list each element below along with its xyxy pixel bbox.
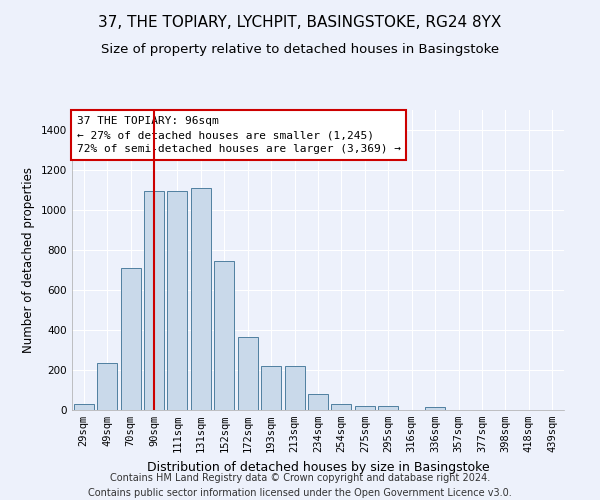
- Bar: [121, 268, 140, 410]
- Bar: [191, 188, 211, 410]
- Bar: [379, 406, 398, 410]
- Text: Size of property relative to detached houses in Basingstoke: Size of property relative to detached ho…: [101, 42, 499, 56]
- Bar: [144, 191, 164, 410]
- Bar: [74, 404, 94, 410]
- Bar: [167, 191, 187, 410]
- Bar: [97, 363, 117, 410]
- Bar: [308, 394, 328, 410]
- Bar: [214, 261, 234, 410]
- X-axis label: Distribution of detached houses by size in Basingstoke: Distribution of detached houses by size …: [146, 460, 490, 473]
- Bar: [331, 404, 352, 410]
- Text: 37, THE TOPIARY, LYCHPIT, BASINGSTOKE, RG24 8YX: 37, THE TOPIARY, LYCHPIT, BASINGSTOKE, R…: [98, 15, 502, 30]
- Bar: [355, 406, 375, 410]
- Bar: [261, 366, 281, 410]
- Bar: [425, 407, 445, 410]
- Text: Contains HM Land Registry data © Crown copyright and database right 2024.
Contai: Contains HM Land Registry data © Crown c…: [88, 472, 512, 498]
- Text: 37 THE TOPIARY: 96sqm
← 27% of detached houses are smaller (1,245)
72% of semi-d: 37 THE TOPIARY: 96sqm ← 27% of detached …: [77, 116, 401, 154]
- Bar: [238, 337, 257, 410]
- Bar: [284, 366, 305, 410]
- Y-axis label: Number of detached properties: Number of detached properties: [22, 167, 35, 353]
